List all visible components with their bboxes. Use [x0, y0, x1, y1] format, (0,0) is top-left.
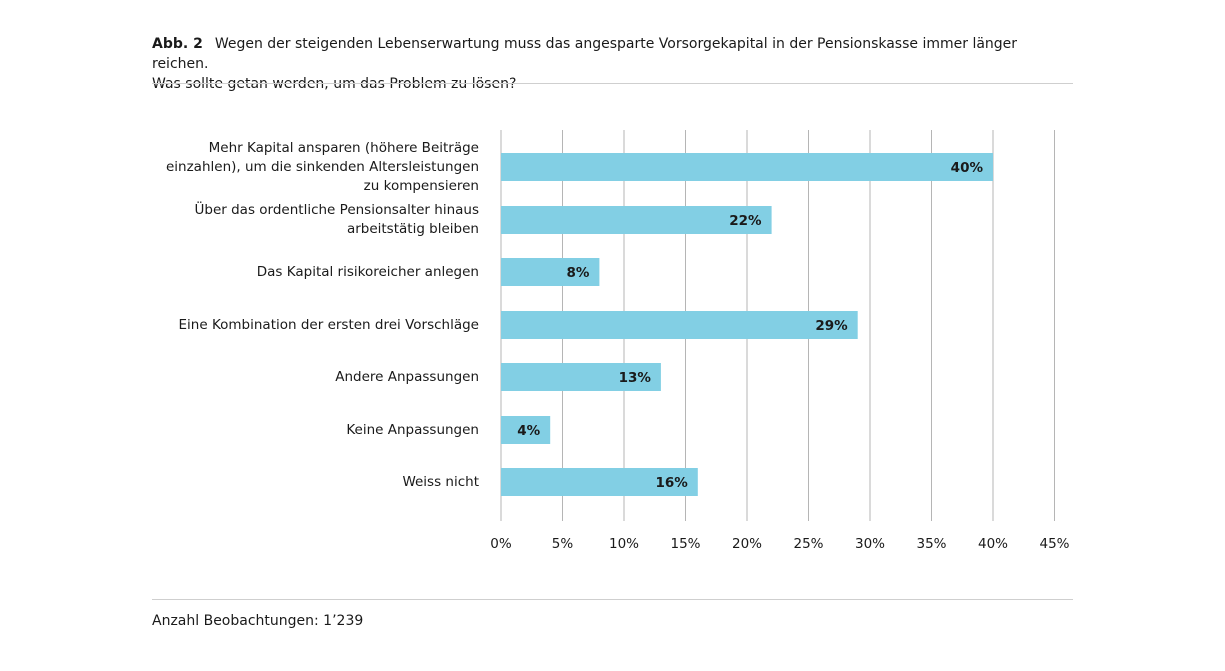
footer-divider	[152, 599, 1073, 600]
bar-value-label: 40%	[951, 160, 984, 176]
x-tick-label: 15%	[670, 536, 700, 552]
x-tick-label: 45%	[1039, 536, 1069, 552]
category-label-line: einzahlen), um die sinkenden Altersleist…	[165, 158, 479, 175]
x-tick-label: 10%	[609, 536, 639, 552]
category-label-line: Andere Anpassungen	[335, 368, 479, 385]
x-tick-label: 30%	[855, 536, 885, 552]
category-label-line: zu kompensieren	[363, 177, 479, 194]
figure-header: Abb. 2 Wegen der steigenden Lebenserwartu…	[152, 34, 1073, 94]
bar	[501, 153, 993, 181]
x-tick-label: 25%	[793, 536, 823, 552]
bar	[501, 258, 600, 286]
x-tick-label: 35%	[916, 536, 946, 552]
category-label: Weiss nicht	[150, 473, 479, 492]
footnote: Anzahl Beobachtungen: 1’239	[152, 613, 364, 629]
x-tick-label: 0%	[490, 536, 512, 552]
bar	[501, 311, 858, 339]
figure-title-line1: Abb. 2 Wegen der steigenden Lebenserwartu…	[152, 34, 1073, 74]
bar-value-label: 29%	[815, 318, 848, 334]
bar-value-label: 13%	[619, 370, 652, 386]
x-tick-label: 40%	[978, 536, 1008, 552]
category-label: Das Kapital risikoreicher anlegen	[150, 263, 479, 282]
bar-value-label: 22%	[729, 213, 762, 229]
category-label-line: Mehr Kapital ansparen (höhere Beiträge	[208, 139, 479, 156]
category-label-line: Über das ordentliche Pensionsalter hinau…	[194, 202, 479, 218]
x-tick-label: 5%	[552, 536, 574, 552]
category-label: Mehr Kapital ansparen (höhere Beiträge ei…	[150, 139, 479, 196]
x-tick-label: 20%	[732, 536, 762, 552]
bar	[501, 416, 551, 444]
category-label: Keine Anpassungen	[150, 421, 479, 440]
bar-value-label: 16%	[655, 475, 688, 491]
header-divider	[152, 83, 1073, 84]
category-label-line: arbeitstätig bleiben	[346, 221, 479, 237]
figure-title-line2: Was sollte getan werden, um das Problem …	[152, 76, 517, 92]
category-label-line: Keine Anpassungen	[346, 421, 479, 438]
bar	[501, 206, 772, 234]
bar	[501, 468, 698, 496]
category-label-line: Eine Kombination der ersten drei Vorschl…	[178, 316, 479, 333]
category-label-line: Das Kapital risikoreicher anlegen	[256, 263, 479, 280]
category-label: Andere Anpassungen	[150, 368, 479, 387]
category-label-line: Weiss nicht	[402, 473, 479, 490]
figure-number: Abb. 2	[152, 36, 203, 52]
category-label: Eine Kombination der ersten drei Vorschl…	[150, 316, 479, 335]
category-label: Über das ordentliche Pensionsalter hinau…	[150, 201, 479, 239]
bar	[501, 363, 661, 391]
bar-value-label: 4%	[517, 423, 540, 439]
bar-value-label: 8%	[566, 265, 589, 281]
figure-title: Wegen der steigenden Lebenserwartung mus…	[152, 36, 1018, 72]
